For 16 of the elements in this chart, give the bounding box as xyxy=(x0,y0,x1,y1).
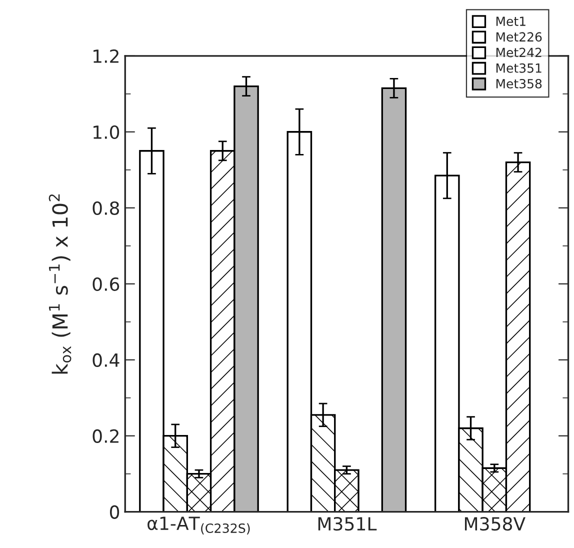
y-tick-label: 1.0 xyxy=(94,125,120,139)
y-axis-title: k$_{ox}$ (M$^{1}$ s$^{−1}$) x 10$^{2}$ xyxy=(48,194,72,374)
y-tick-label: 0.6 xyxy=(92,277,120,291)
y-tick-label: 0 xyxy=(110,505,120,519)
x-tick-label: M351L xyxy=(318,517,377,531)
y-tick-label: 1.2 xyxy=(94,49,118,63)
legend-label: Met1 xyxy=(496,16,526,26)
legend-label: Met226 xyxy=(496,32,542,42)
legend-label: Met358 xyxy=(496,78,542,88)
x-tick-label: α1-AT$_{(C232S)}$ xyxy=(148,516,250,534)
x-tick-label: M358V xyxy=(464,517,526,531)
legend-label: Met351 xyxy=(496,63,542,73)
y-tick-label: 0.2 xyxy=(92,429,118,443)
legend-label: Met242 xyxy=(496,48,542,58)
y-tick-label: 0.4 xyxy=(92,353,120,367)
y-tick-label: 0.8 xyxy=(92,201,120,215)
